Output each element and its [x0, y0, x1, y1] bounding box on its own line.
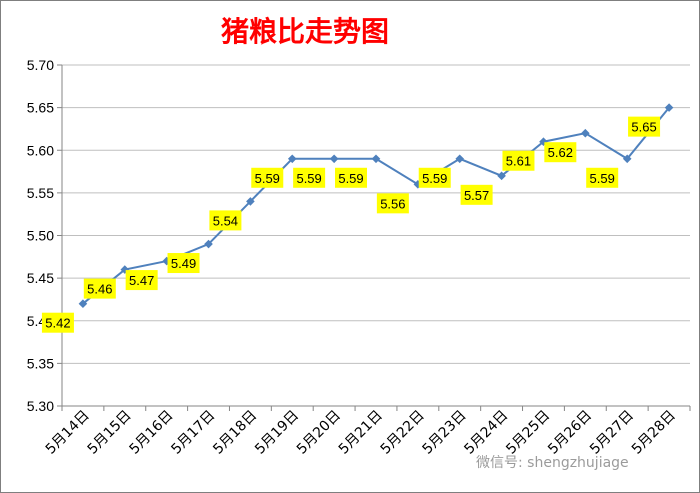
- x-tick-label: 5月23日: [420, 408, 470, 458]
- data-label: 5.59: [296, 171, 321, 186]
- data-label-box: [125, 270, 158, 291]
- data-point: [287, 154, 297, 164]
- x-tick-label: 5月24日: [461, 408, 511, 458]
- y-tick-label: 5.45: [27, 270, 54, 286]
- data-label-box: [335, 167, 367, 188]
- data-label: 5.59: [338, 171, 363, 186]
- data-point: [455, 154, 465, 164]
- data-point: [581, 128, 590, 138]
- x-tick-label: 5月26日: [545, 408, 595, 458]
- data-label-box: [544, 142, 577, 163]
- y-tick-label: 5.70: [27, 57, 54, 73]
- data-point: [246, 197, 255, 206]
- y-tick-label: 5.60: [27, 142, 54, 158]
- x-tick-label: 5月14日: [43, 408, 93, 458]
- x-axis-ticks: 5月14日5月15日5月16日5月17日5月18日5月19日5月20日5月21日…: [43, 408, 679, 458]
- data-label-box: [376, 193, 409, 214]
- data-labels: 5.42 5.46 5.47 5.49 5.54 5.59 5.59 5.59 5.56 5.59…: [41, 116, 661, 333]
- x-tick-label: 5月21日: [336, 408, 386, 458]
- x-tick-label: 5月28日: [629, 408, 679, 458]
- data-point: [329, 154, 339, 164]
- data-label-box: [209, 210, 242, 231]
- data-label: 5.42: [45, 316, 70, 331]
- data-label-box: [586, 167, 619, 188]
- chart-title: 猪粮比走势图: [220, 15, 389, 48]
- y-tick-label: 5.35: [27, 355, 54, 371]
- data-label: 5.46: [87, 282, 112, 297]
- series-line: [82, 106, 670, 305]
- x-tick-label: 5月17日: [168, 408, 218, 458]
- data-point: [371, 154, 381, 164]
- y-tick-label: 5.30: [27, 398, 54, 414]
- data-point: [664, 103, 674, 112]
- x-tick-label: 5月19日: [252, 408, 302, 458]
- data-label-box: [418, 167, 451, 188]
- series: [78, 103, 674, 309]
- data-point: [120, 265, 130, 274]
- x-tick-label: 5月22日: [378, 408, 428, 458]
- data-label: 5.59: [255, 171, 280, 186]
- x-tick-label: 5月20日: [294, 408, 344, 458]
- data-label-box: [460, 184, 493, 205]
- y-axis-ticks: 5.305.355.405.455.505.555.605.655.70: [27, 57, 54, 414]
- x-tick-label: 5月16日: [126, 408, 176, 458]
- data-label: 5.49: [171, 256, 196, 271]
- y-tick-label: 5.55: [27, 185, 54, 201]
- data-point: [78, 299, 88, 309]
- x-tick-label: 5月25日: [503, 408, 553, 458]
- data-label: 5.61: [506, 154, 531, 169]
- data-label: 5.57: [464, 188, 489, 203]
- x-tick-label: 5月27日: [587, 408, 637, 458]
- data-label: 5.59: [590, 171, 615, 186]
- data-point: [622, 154, 632, 164]
- data-point: [497, 171, 506, 181]
- data-label-box: [628, 116, 661, 137]
- x-tick-label: 5月15日: [85, 408, 135, 458]
- y-tick-label: 5.65: [27, 100, 54, 116]
- data-label: 5.47: [129, 273, 154, 288]
- data-label-box: [167, 253, 200, 274]
- data-label-box: [502, 150, 535, 171]
- data-label: 5.56: [380, 196, 405, 211]
- x-tick-label: 5月18日: [210, 408, 260, 458]
- watermark: 微信号: shengzhujiage: [476, 455, 629, 471]
- data-label-box: [293, 167, 326, 188]
- data-point: [204, 239, 213, 249]
- data-label-box: [251, 167, 284, 188]
- grid-lines: [62, 64, 690, 364]
- axes: [57, 64, 691, 411]
- data-label-box: [41, 312, 74, 333]
- data-label: 5.54: [213, 213, 238, 228]
- data-label: 5.65: [631, 120, 656, 135]
- data-label: 5.62: [548, 145, 573, 160]
- data-label: 5.59: [422, 171, 447, 186]
- data-label-box: [83, 278, 116, 299]
- y-tick-label: 5.50: [27, 228, 54, 244]
